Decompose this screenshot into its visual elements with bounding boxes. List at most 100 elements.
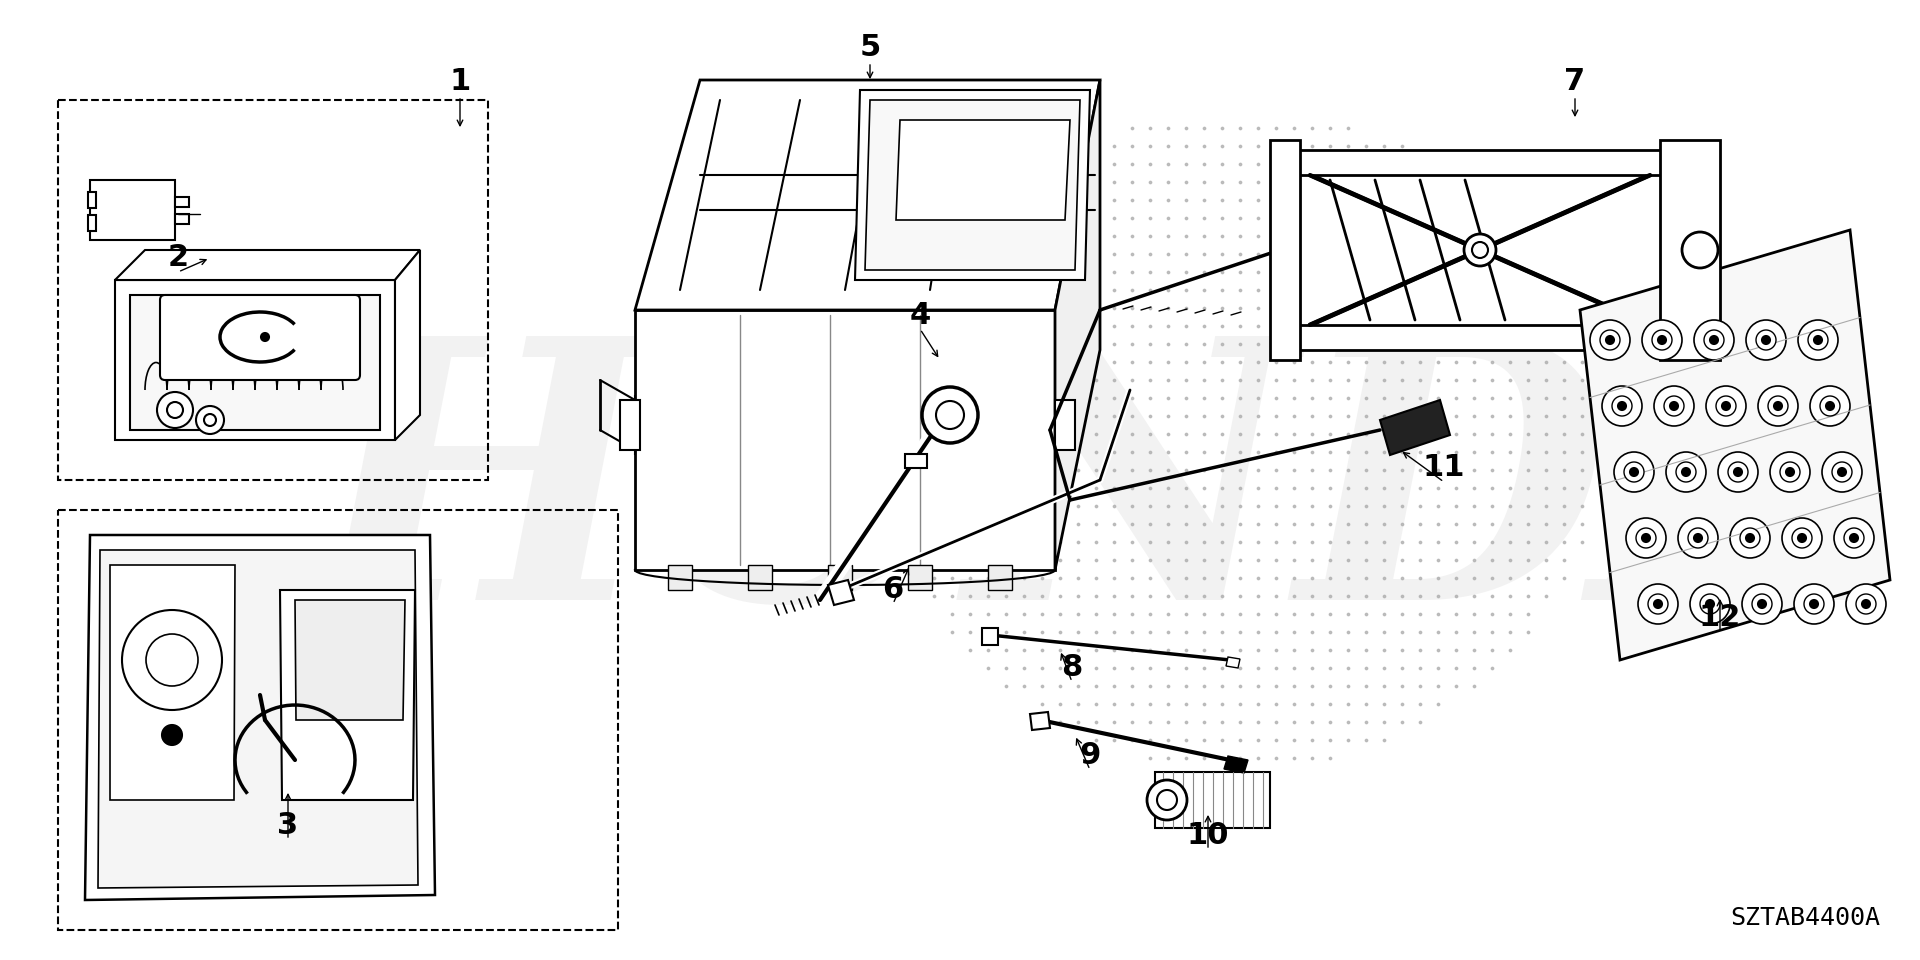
- Polygon shape: [296, 600, 405, 720]
- Point: [1279, 354, 1309, 370]
- Point: [1098, 319, 1129, 334]
- Point: [1440, 175, 1471, 190]
- Point: [1171, 247, 1202, 262]
- Point: [1296, 319, 1327, 334]
- Point: [1423, 228, 1453, 244]
- Polygon shape: [115, 280, 396, 440]
- Point: [1098, 175, 1129, 190]
- Point: [1405, 228, 1436, 244]
- Point: [1188, 498, 1219, 514]
- Point: [973, 247, 1004, 262]
- Point: [1369, 319, 1400, 334]
- Point: [1152, 642, 1183, 658]
- Point: [1405, 264, 1436, 279]
- Circle shape: [1793, 584, 1834, 624]
- Point: [1296, 156, 1327, 172]
- Point: [1386, 679, 1417, 694]
- Point: [1279, 192, 1309, 207]
- Point: [1386, 247, 1417, 262]
- Point: [1261, 552, 1292, 567]
- Point: [1117, 228, 1148, 244]
- Point: [1081, 391, 1112, 406]
- Point: [1081, 247, 1112, 262]
- Point: [1423, 426, 1453, 442]
- Point: [1008, 426, 1039, 442]
- Circle shape: [1740, 528, 1761, 548]
- Point: [1315, 624, 1346, 639]
- Point: [900, 570, 931, 586]
- Point: [1423, 607, 1453, 622]
- Point: [1350, 570, 1380, 586]
- Point: [1152, 498, 1183, 514]
- Point: [1423, 696, 1453, 711]
- Text: SZTAB4400A: SZTAB4400A: [1730, 906, 1880, 930]
- Point: [1513, 552, 1544, 567]
- Point: [1044, 535, 1075, 550]
- Circle shape: [1857, 594, 1876, 614]
- Point: [1530, 535, 1561, 550]
- Point: [1081, 642, 1112, 658]
- Point: [1135, 408, 1165, 423]
- Point: [1296, 714, 1327, 730]
- Point: [1171, 426, 1202, 442]
- Point: [1405, 354, 1436, 370]
- Point: [1027, 192, 1058, 207]
- Circle shape: [1745, 320, 1786, 360]
- Point: [1117, 247, 1148, 262]
- Point: [1242, 679, 1273, 694]
- Point: [1044, 282, 1075, 298]
- Polygon shape: [1309, 175, 1649, 325]
- Point: [1405, 372, 1436, 388]
- Point: [1188, 624, 1219, 639]
- Polygon shape: [854, 90, 1091, 280]
- Point: [1476, 463, 1507, 478]
- Point: [1513, 300, 1544, 316]
- Point: [1476, 247, 1507, 262]
- Point: [1242, 247, 1273, 262]
- Point: [1459, 463, 1490, 478]
- Point: [1279, 696, 1309, 711]
- Point: [1135, 336, 1165, 351]
- Point: [1117, 714, 1148, 730]
- Circle shape: [1741, 584, 1782, 624]
- Point: [1171, 552, 1202, 567]
- Text: 3: 3: [276, 811, 300, 841]
- Point: [1350, 498, 1380, 514]
- Point: [1279, 498, 1309, 514]
- Point: [991, 408, 1021, 423]
- Point: [1117, 175, 1148, 190]
- Point: [991, 228, 1021, 244]
- Point: [1152, 282, 1183, 298]
- Point: [973, 300, 1004, 316]
- Circle shape: [1805, 594, 1824, 614]
- Point: [1117, 300, 1148, 316]
- Point: [1476, 372, 1507, 388]
- Point: [937, 444, 968, 460]
- Point: [1135, 444, 1165, 460]
- Polygon shape: [897, 120, 1069, 220]
- Point: [1081, 372, 1112, 388]
- Point: [1152, 751, 1183, 766]
- Point: [1117, 535, 1148, 550]
- Point: [1044, 426, 1075, 442]
- Point: [1315, 426, 1346, 442]
- Point: [1315, 282, 1346, 298]
- Point: [1098, 732, 1129, 748]
- Point: [1117, 498, 1148, 514]
- Circle shape: [167, 402, 182, 418]
- Point: [1279, 588, 1309, 604]
- Point: [1188, 336, 1219, 351]
- Point: [937, 319, 968, 334]
- Point: [1081, 319, 1112, 334]
- Point: [1098, 264, 1129, 279]
- Point: [1081, 354, 1112, 370]
- Polygon shape: [115, 250, 420, 280]
- Point: [1044, 696, 1075, 711]
- Point: [954, 372, 985, 388]
- Point: [1440, 372, 1471, 388]
- Point: [1386, 408, 1417, 423]
- Point: [1459, 607, 1490, 622]
- Point: [1296, 372, 1327, 388]
- Point: [1027, 354, 1058, 370]
- Point: [1386, 300, 1417, 316]
